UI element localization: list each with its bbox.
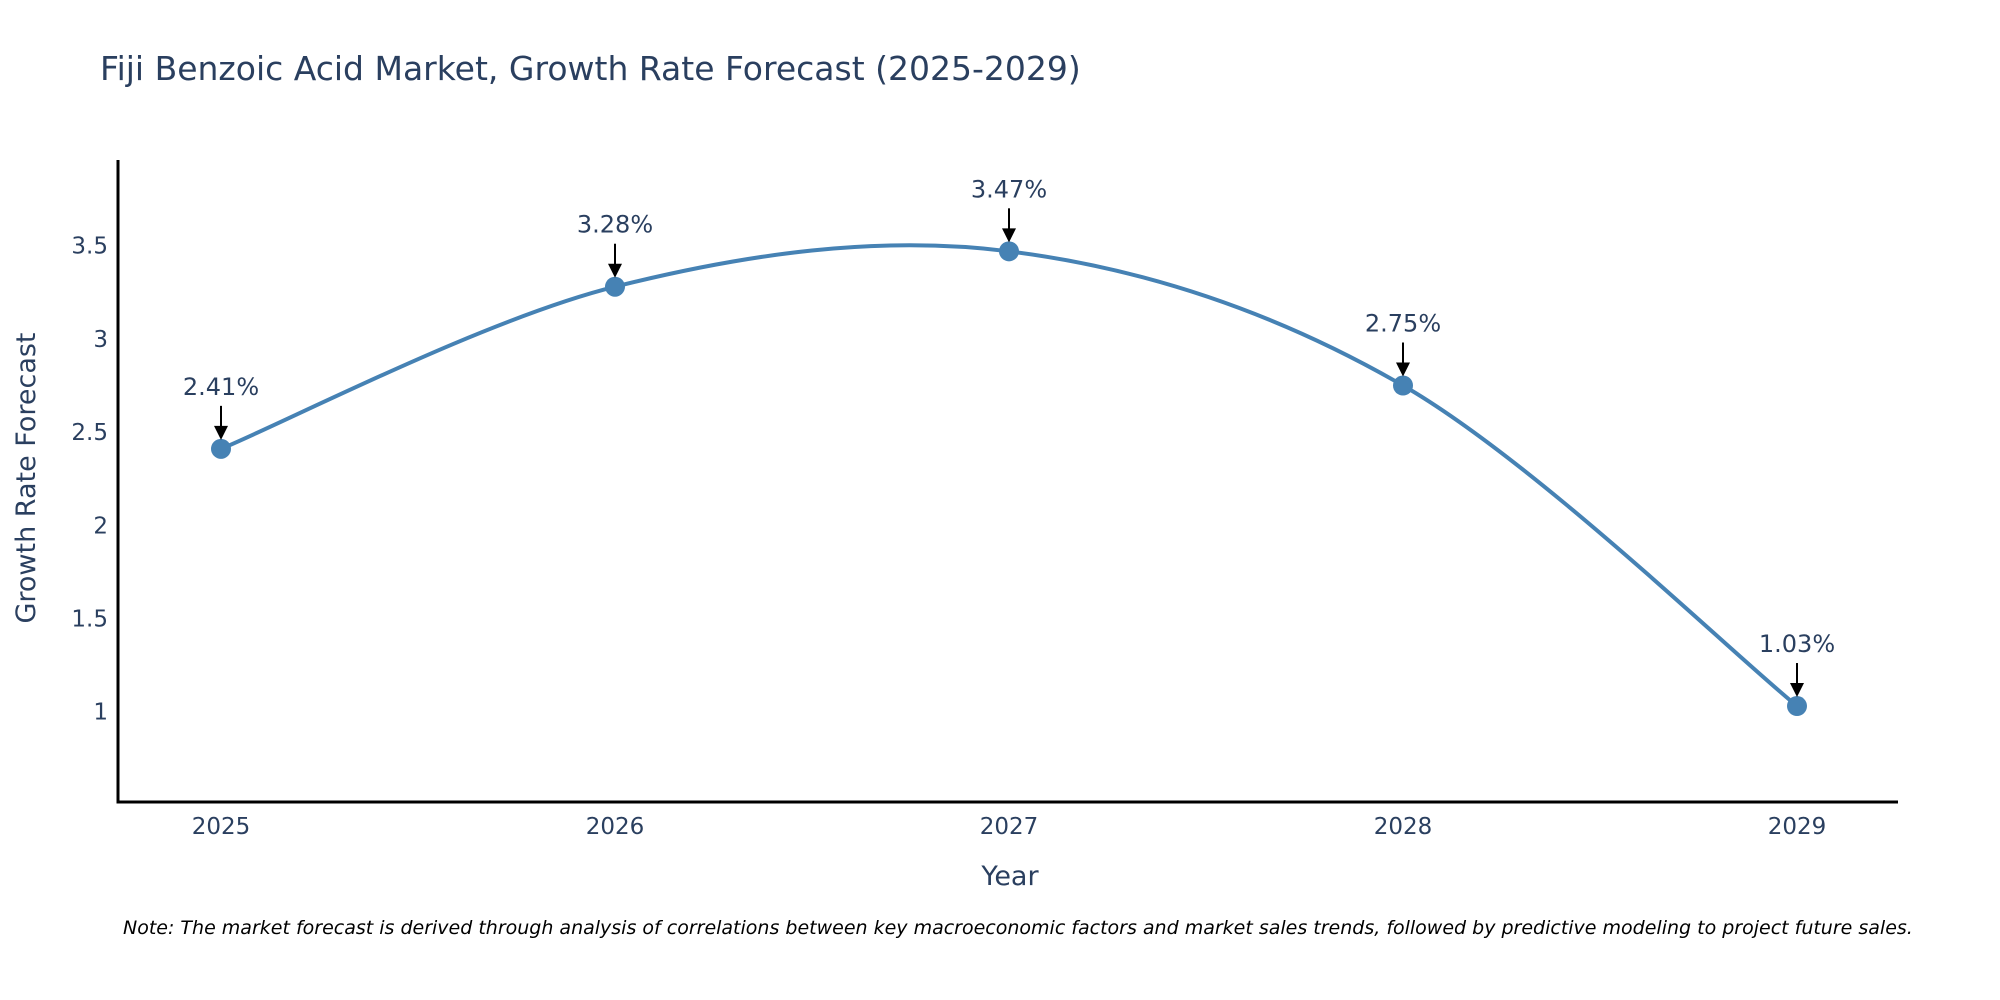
- tick-labels: 1 1.5 2 2.5 3 3.5 2025 2026 2027 2028 2029: [71, 234, 1826, 840]
- y-tick-label: 3.5: [71, 234, 108, 260]
- data-label: 3.47%: [971, 175, 1047, 203]
- data-point: [999, 241, 1019, 262]
- annotation-arrowhead: [214, 425, 228, 440]
- x-tick-label: 2027: [980, 814, 1039, 840]
- data-annotations: 2.41% 3.28% 3.47% 2.75% 1.03%: [183, 175, 1835, 698]
- data-point: [1787, 696, 1807, 717]
- data-label: 1.03%: [1759, 630, 1835, 658]
- series-line: [219, 243, 1799, 709]
- annotation-arrowhead: [1790, 683, 1804, 698]
- y-tick-label: 2.5: [71, 420, 108, 446]
- y-tick-label: 2: [93, 513, 108, 539]
- x-tick-label: 2025: [192, 814, 251, 840]
- y-tick-label: 1: [93, 700, 108, 726]
- axes: [116, 160, 1898, 804]
- x-tick-label: 2029: [1768, 814, 1827, 840]
- x-tick-label: 2026: [586, 814, 645, 840]
- chart-title: Fiji Benzoic Acid Market, Growth Rate Fo…: [100, 49, 1081, 88]
- x-tick-label: 2028: [1374, 814, 1433, 840]
- data-label: 3.28%: [577, 211, 653, 239]
- footnote: Note: The market forecast is derived thr…: [123, 917, 1913, 939]
- y-tick-label: 3: [93, 327, 108, 353]
- annotation-arrowhead: [608, 263, 622, 278]
- annotation-arrowhead: [1396, 362, 1410, 377]
- y-axis-title: Growth Rate Forecast: [11, 332, 42, 623]
- data-point: [211, 438, 231, 459]
- y-tick-label: 1.5: [71, 606, 108, 632]
- data-label: 2.75%: [1365, 309, 1441, 337]
- annotation-arrowhead: [1002, 228, 1016, 243]
- data-label: 2.41%: [183, 373, 259, 401]
- series-line-layer: [219, 243, 1799, 709]
- data-points: [211, 241, 1807, 717]
- data-point: [605, 276, 625, 297]
- data-point: [1393, 375, 1413, 396]
- x-axis-title: Year: [980, 861, 1039, 892]
